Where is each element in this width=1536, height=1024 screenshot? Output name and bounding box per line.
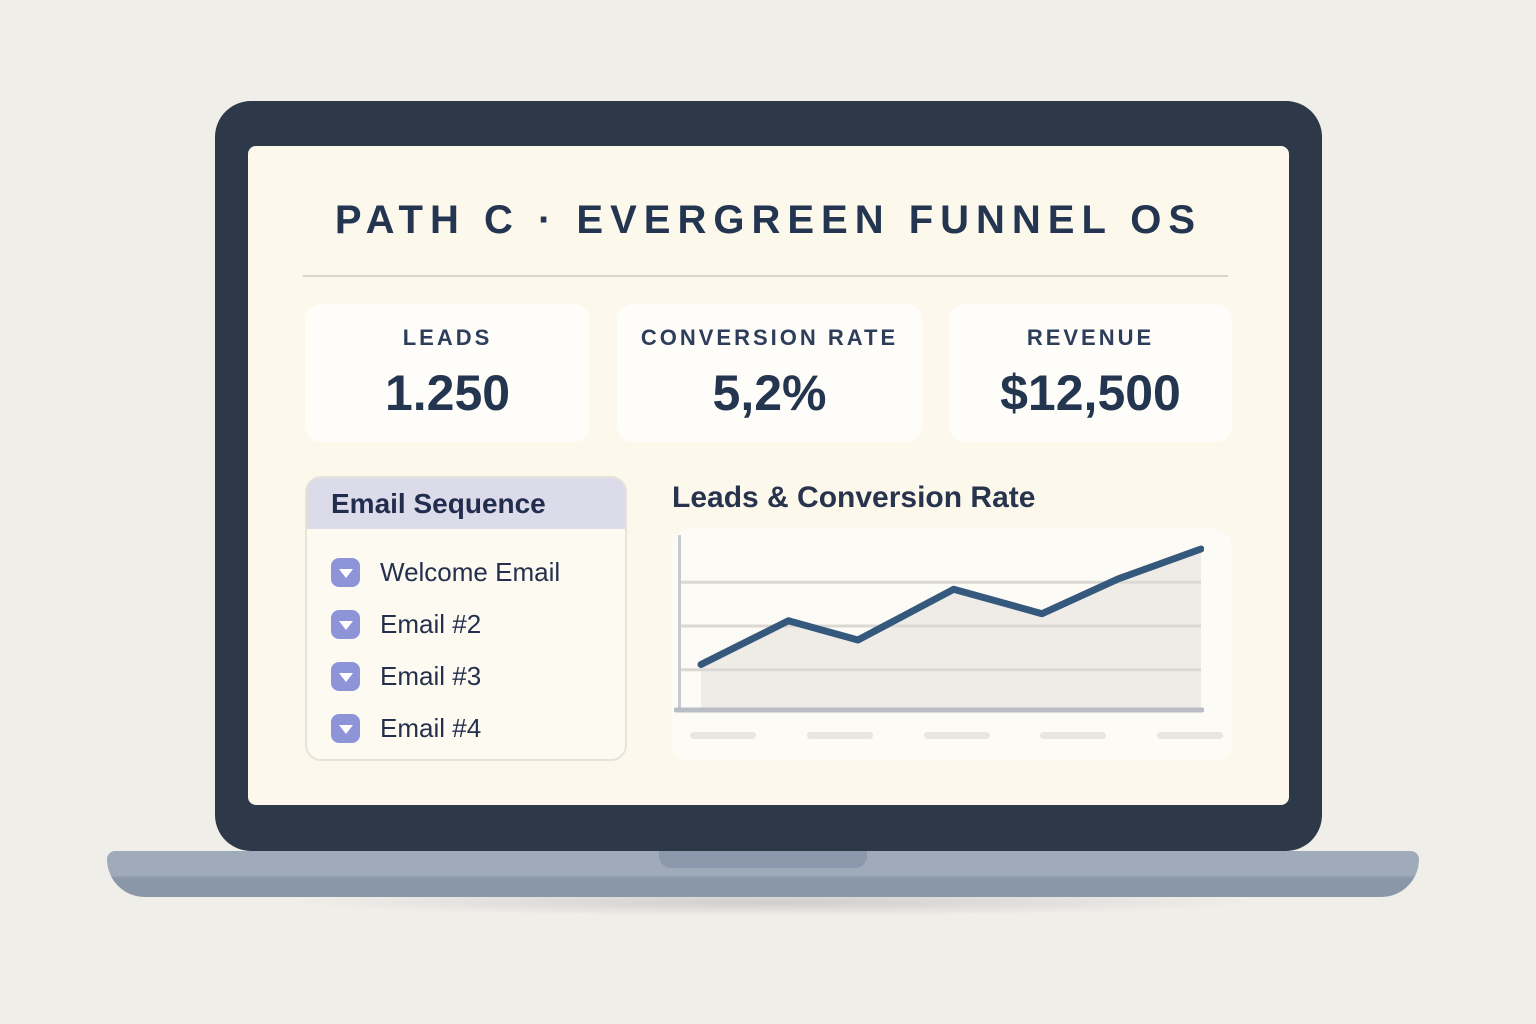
chart-card bbox=[672, 529, 1232, 761]
email-item-label: Email #2 bbox=[380, 608, 482, 639]
stat-value: 5,2% bbox=[712, 364, 827, 421]
funnel-chart-svg bbox=[674, 535, 1204, 713]
stat-label: LEADS bbox=[402, 324, 493, 350]
email-sequence-panel: Email Sequence Welcome Email Email #2 Em… bbox=[305, 476, 627, 761]
page-title: PATH C · EVERGREEN FUNNEL OS bbox=[334, 198, 1203, 242]
stats-row: LEADS 1.250 CONVERSION RATE 5,2% REVENUE… bbox=[305, 304, 1232, 442]
chart-x-tick bbox=[1040, 732, 1107, 739]
laptop-screen: PATH C · EVERGREEN FUNNEL OS LEADS 1.250… bbox=[248, 146, 1289, 805]
chevron-down-icon[interactable] bbox=[331, 713, 360, 743]
chart-section-title: Leads & Conversion Rate bbox=[672, 481, 1036, 514]
stat-value: 1.250 bbox=[384, 364, 511, 421]
chart-x-tick bbox=[690, 732, 756, 739]
triangle-glyph bbox=[338, 672, 353, 682]
email-item-label: Welcome Email bbox=[380, 556, 561, 587]
title-divider bbox=[303, 275, 1228, 277]
stat-card-conversion-rate: CONVERSION RATE 5,2% bbox=[617, 304, 922, 442]
chart-x-tick bbox=[806, 732, 873, 739]
chart-x-tick bbox=[1157, 732, 1223, 739]
email-item-2[interactable]: Email #2 bbox=[331, 598, 625, 650]
email-sequence-header: Email Sequence bbox=[307, 478, 625, 529]
stat-label: REVENUE bbox=[1026, 324, 1155, 350]
chevron-down-icon[interactable] bbox=[331, 609, 360, 639]
email-item-label: Email #3 bbox=[380, 660, 482, 691]
chart-x-tick bbox=[923, 732, 990, 739]
email-item-label: Email #4 bbox=[380, 712, 482, 743]
laptop-base-notch bbox=[659, 851, 867, 868]
laptop-frame: PATH C · EVERGREEN FUNNEL OS LEADS 1.250… bbox=[215, 101, 1322, 851]
stat-card-leads: LEADS 1.250 bbox=[305, 304, 590, 442]
email-sequence-title: Email Sequence bbox=[331, 487, 546, 519]
triangle-glyph bbox=[338, 568, 353, 578]
stat-value: $12,500 bbox=[1000, 364, 1181, 421]
email-sequence-list: Welcome Email Email #2 Email #3 Email #4 bbox=[307, 529, 625, 754]
email-item-3[interactable]: Email #3 bbox=[331, 650, 625, 702]
email-item-4[interactable]: Email #4 bbox=[331, 702, 625, 754]
stat-label: CONVERSION RATE bbox=[640, 324, 899, 350]
stat-card-revenue: REVENUE $12,500 bbox=[949, 304, 1232, 442]
laptop-base bbox=[107, 851, 1419, 897]
chevron-down-icon[interactable] bbox=[331, 661, 360, 691]
triangle-glyph bbox=[338, 620, 353, 630]
triangle-glyph bbox=[338, 724, 353, 734]
email-item-welcome[interactable]: Welcome Email bbox=[331, 546, 625, 598]
chart-x-axis-ticks bbox=[690, 732, 1223, 739]
chevron-down-icon[interactable] bbox=[331, 557, 360, 587]
